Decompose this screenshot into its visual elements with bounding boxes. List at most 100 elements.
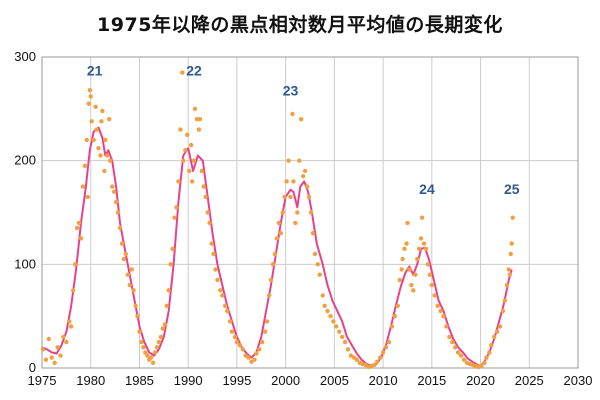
monthly-point xyxy=(278,231,283,236)
monthly-point xyxy=(312,251,318,257)
monthly-point xyxy=(317,272,322,277)
monthly-point xyxy=(158,334,164,340)
monthly-point xyxy=(500,308,506,314)
monthly-point xyxy=(205,210,210,215)
monthly-point xyxy=(240,347,245,352)
monthly-point xyxy=(425,262,431,267)
monthly-point xyxy=(301,174,306,179)
monthly-point xyxy=(494,329,500,334)
y-tick-label: 100 xyxy=(14,256,36,271)
monthly-point xyxy=(91,137,96,143)
monthly-point xyxy=(342,339,348,345)
monthly-point xyxy=(180,70,185,75)
cycle-label-23: 23 xyxy=(283,82,299,98)
monthly-point xyxy=(98,153,103,158)
monthly-point xyxy=(407,267,412,272)
monthly-point xyxy=(299,117,304,122)
chart-title: 1975年以降の黒点相対数月平均値の長期変化 xyxy=(97,14,503,36)
monthly-point xyxy=(423,246,429,251)
monthly-point xyxy=(154,345,160,350)
monthly-point xyxy=(115,210,121,215)
monthly-point xyxy=(450,339,455,345)
monthly-point xyxy=(215,277,220,283)
monthly-point xyxy=(85,194,91,200)
x-tick-label: 1975 xyxy=(28,373,57,388)
monthly-point xyxy=(49,355,54,360)
monthly-point xyxy=(484,355,489,360)
monthly-point xyxy=(415,256,420,262)
monthly-point xyxy=(100,108,105,114)
axes: 1975 1980 1985 1990 1995 2000 2005 2010 2015 2020… xyxy=(14,49,592,388)
monthly-point xyxy=(223,303,228,308)
monthly-point xyxy=(389,324,395,329)
monthly-point xyxy=(232,334,238,340)
monthly-point xyxy=(99,119,104,124)
monthly-point xyxy=(237,343,242,348)
monthly-point xyxy=(213,267,218,272)
monthly-point xyxy=(504,282,510,288)
monthly-point xyxy=(286,158,291,163)
monthly-point xyxy=(52,360,57,365)
x-tick-label: 2020 xyxy=(466,373,495,388)
monthly-point xyxy=(506,267,511,272)
monthly-point xyxy=(64,339,69,345)
monthly-point xyxy=(375,359,380,364)
monthly-point xyxy=(293,220,298,226)
monthly-point xyxy=(185,132,190,137)
x-tick-label: 1990 xyxy=(174,373,203,388)
smoothed-line xyxy=(41,126,513,367)
monthly-point xyxy=(447,334,452,340)
monthly-point xyxy=(74,225,80,231)
monthly-point xyxy=(421,241,427,246)
monthly-point xyxy=(166,288,171,293)
cycle-label-24: 24 xyxy=(419,181,435,197)
y-tick-label: 300 xyxy=(14,49,36,64)
monthly-point xyxy=(199,168,204,174)
monthly-point xyxy=(413,272,418,277)
monthly-point xyxy=(207,220,212,226)
monthly-point xyxy=(260,339,265,345)
monthly-point xyxy=(308,210,314,215)
x-tick-label: 2010 xyxy=(369,373,398,388)
x-tick-label: 2025 xyxy=(515,373,544,388)
monthly-point xyxy=(479,363,484,369)
y-tick-label: 200 xyxy=(14,153,36,168)
monthly-point xyxy=(409,282,414,288)
monthly-point xyxy=(386,339,392,345)
monthly-point xyxy=(58,353,63,358)
monthly-point xyxy=(103,137,108,143)
monthly-point xyxy=(108,158,113,163)
monthly-point xyxy=(461,357,467,362)
monthly-point xyxy=(87,88,93,93)
monthly-point xyxy=(125,272,130,277)
monthly-point xyxy=(435,303,440,308)
monthly-point xyxy=(441,314,446,319)
monthly-point xyxy=(135,314,140,319)
monthly-point xyxy=(502,298,508,303)
monthly-point xyxy=(40,347,46,352)
monthly-point xyxy=(419,215,425,220)
cycle-labels: 21 22 23 24 25 xyxy=(87,63,520,197)
monthly-point xyxy=(76,220,82,226)
monthly-point xyxy=(183,148,188,153)
monthly-point xyxy=(160,326,165,331)
monthly-point xyxy=(148,355,154,360)
monthly-point xyxy=(304,184,310,189)
monthly-point xyxy=(196,127,202,132)
monthly-point xyxy=(192,106,198,112)
monthly-point xyxy=(96,146,101,151)
monthly-point xyxy=(46,336,51,342)
monthly-point xyxy=(141,345,146,350)
monthly-point xyxy=(345,347,351,352)
cycle-label-25: 25 xyxy=(504,181,520,197)
monthly-point xyxy=(178,127,183,132)
monthly-point xyxy=(404,241,409,246)
monthly-point xyxy=(487,350,492,355)
monthly-point xyxy=(84,137,90,143)
cycle-label-22: 22 xyxy=(186,63,202,79)
monthly-point xyxy=(229,329,235,334)
monthly-point xyxy=(203,194,208,200)
monthly-point xyxy=(354,357,359,362)
plot-frame xyxy=(41,56,579,369)
